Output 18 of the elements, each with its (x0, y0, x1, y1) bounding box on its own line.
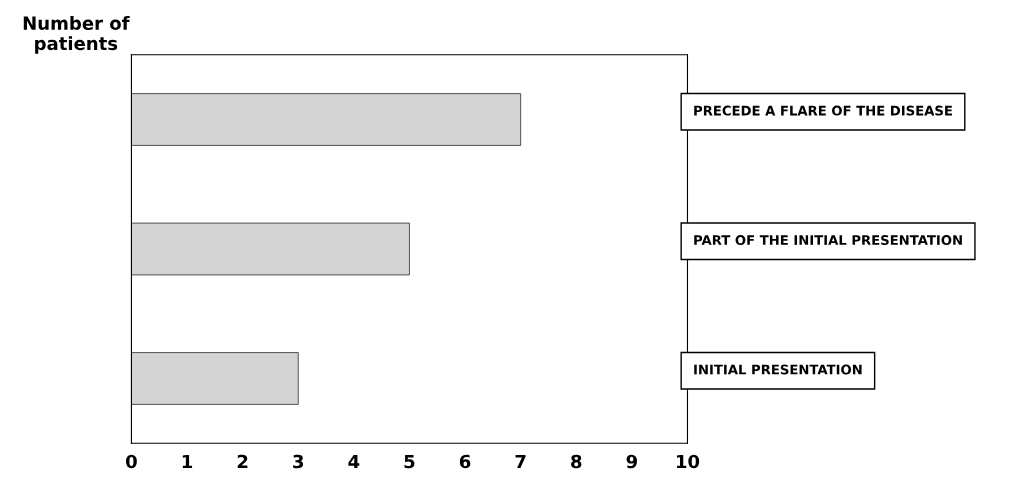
x-tick-label: 8 (571, 454, 582, 469)
y-tick-label: PRECEDE A FLARE OF THE DISEASE (694, 105, 952, 116)
x-tick-label: 6 (459, 454, 471, 469)
bar (131, 93, 522, 146)
x-tick-label: 4 (348, 454, 360, 469)
y-tick-label: INITIAL PRESENTATION (694, 364, 862, 375)
x-tick-label: 2 (237, 454, 248, 469)
x-tick-label: 9 (626, 454, 637, 469)
y-axis-title: Number of patients (23, 16, 130, 54)
x-tick-label: 7 (515, 454, 526, 469)
y-tick-label: PART OF THE INITIAL PRESENTATION (694, 235, 962, 246)
x-tick-label: 3 (293, 454, 304, 469)
x-tick-label: 10 (676, 454, 700, 469)
x-tick-label: 5 (404, 454, 415, 469)
bar (131, 222, 410, 276)
bar (131, 352, 299, 405)
x-tick-label: 0 (126, 454, 137, 469)
x-tick-label: 1 (182, 454, 193, 469)
